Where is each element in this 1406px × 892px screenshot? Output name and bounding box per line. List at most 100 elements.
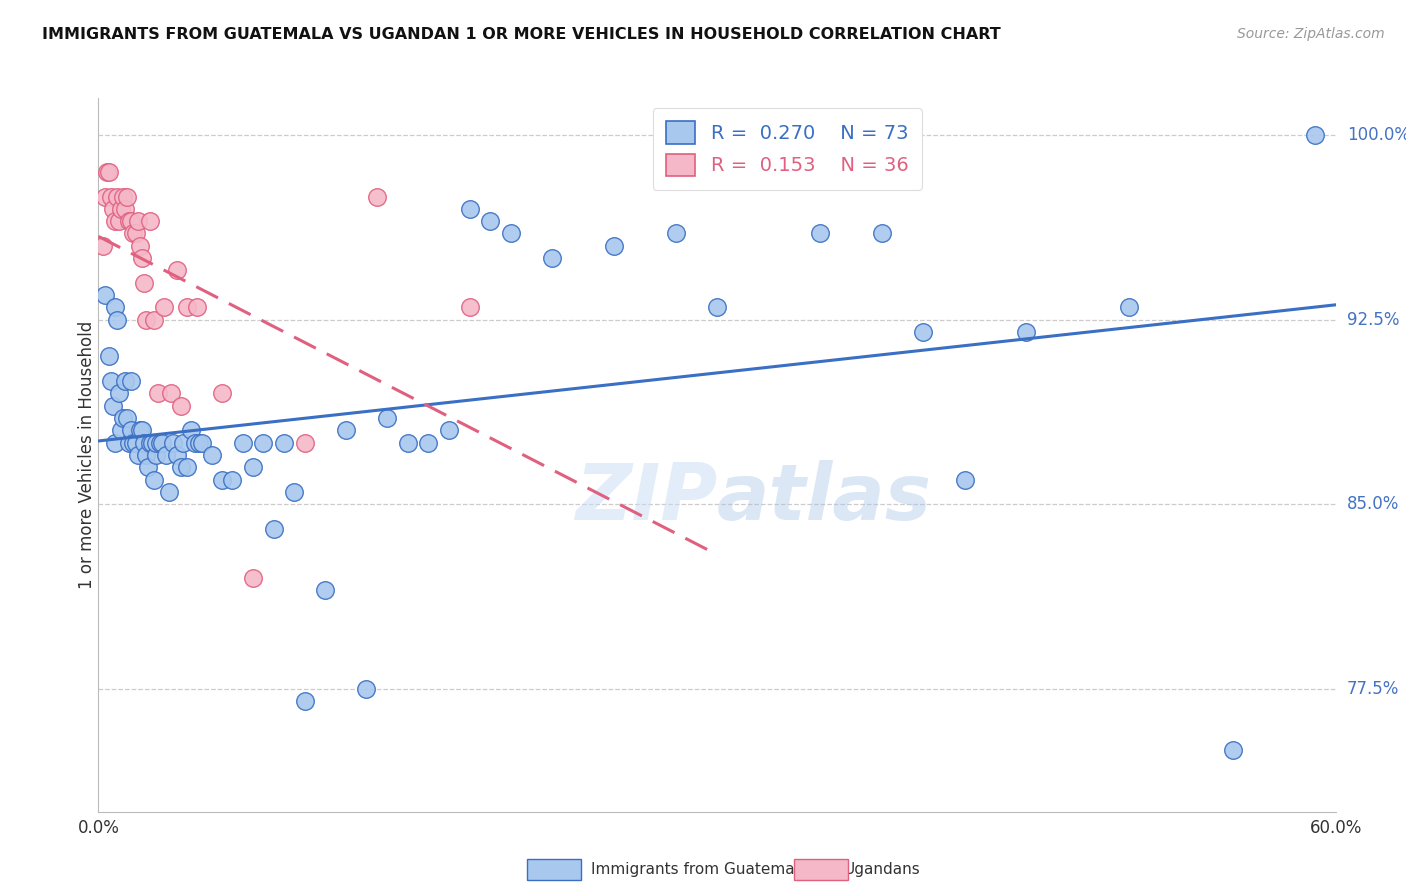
- Point: [104, 300, 127, 314]
- Point: [153, 300, 176, 314]
- Point: [108, 386, 131, 401]
- Point: [148, 386, 170, 401]
- Point: [112, 411, 135, 425]
- Point: [105, 189, 128, 203]
- Point: [458, 300, 481, 314]
- Point: [366, 189, 388, 203]
- Point: [211, 473, 233, 487]
- Point: [117, 189, 139, 203]
- Point: [211, 386, 233, 401]
- Y-axis label: 1 or more Vehicles in Household: 1 or more Vehicles in Household: [79, 321, 96, 589]
- Point: [131, 251, 153, 265]
- Point: [1015, 325, 1038, 339]
- Point: [190, 435, 212, 450]
- Point: [132, 276, 155, 290]
- Point: [335, 423, 357, 437]
- Point: [283, 484, 305, 499]
- Point: [141, 435, 163, 450]
- Point: [128, 239, 150, 253]
- Point: [356, 681, 378, 696]
- Point: [132, 435, 155, 450]
- Point: [912, 325, 935, 339]
- Point: [128, 423, 150, 437]
- Point: [150, 435, 173, 450]
- Point: [110, 423, 132, 437]
- Point: [499, 227, 522, 241]
- Point: [170, 460, 193, 475]
- Point: [157, 484, 180, 499]
- Point: [97, 165, 120, 179]
- Point: [603, 239, 626, 253]
- Point: [139, 214, 162, 228]
- Point: [665, 227, 688, 241]
- Point: [135, 448, 157, 462]
- Point: [1222, 743, 1244, 757]
- Legend: R =  0.270    N = 73, R =  0.153    N = 36: R = 0.270 N = 73, R = 0.153 N = 36: [652, 108, 922, 190]
- Point: [870, 227, 893, 241]
- Point: [172, 435, 194, 450]
- Point: [122, 435, 145, 450]
- Point: [176, 300, 198, 314]
- Point: [120, 214, 142, 228]
- Point: [188, 435, 211, 450]
- Point: [96, 165, 118, 179]
- Point: [314, 583, 336, 598]
- Point: [101, 202, 124, 216]
- Text: atlas: atlas: [717, 459, 932, 536]
- Point: [263, 522, 285, 536]
- Point: [120, 374, 142, 388]
- Point: [1303, 128, 1326, 142]
- Point: [139, 435, 162, 450]
- Point: [135, 312, 157, 326]
- Point: [375, 411, 398, 425]
- Point: [541, 251, 564, 265]
- Text: ZIP: ZIP: [575, 459, 717, 536]
- Point: [110, 202, 132, 216]
- Text: IMMIGRANTS FROM GUATEMALA VS UGANDAN 1 OR MORE VEHICLES IN HOUSEHOLD CORRELATION: IMMIGRANTS FROM GUATEMALA VS UGANDAN 1 O…: [42, 27, 1001, 42]
- Point: [159, 386, 181, 401]
- Point: [100, 189, 122, 203]
- Point: [418, 435, 440, 450]
- Point: [242, 460, 264, 475]
- Point: [114, 202, 136, 216]
- Point: [91, 239, 114, 253]
- Point: [105, 312, 128, 326]
- Text: 92.5%: 92.5%: [1347, 310, 1399, 328]
- Point: [145, 448, 167, 462]
- Point: [131, 423, 153, 437]
- Point: [706, 300, 728, 314]
- Text: 85.0%: 85.0%: [1347, 495, 1399, 513]
- Point: [155, 448, 177, 462]
- Point: [118, 214, 141, 228]
- Point: [479, 214, 502, 228]
- Point: [122, 227, 145, 241]
- Point: [149, 435, 172, 450]
- Point: [112, 189, 135, 203]
- Point: [294, 694, 316, 708]
- Point: [1118, 300, 1140, 314]
- Text: Ugandans: Ugandans: [844, 863, 921, 877]
- Text: 100.0%: 100.0%: [1347, 126, 1406, 144]
- Point: [242, 571, 264, 585]
- Point: [201, 448, 224, 462]
- Point: [97, 350, 120, 364]
- Point: [252, 435, 274, 450]
- Point: [953, 473, 976, 487]
- Point: [294, 435, 316, 450]
- Point: [114, 374, 136, 388]
- Point: [232, 435, 254, 450]
- Point: [145, 435, 167, 450]
- Point: [100, 374, 122, 388]
- Point: [124, 227, 146, 241]
- Point: [93, 189, 115, 203]
- Point: [104, 214, 127, 228]
- Point: [808, 227, 831, 241]
- Point: [458, 202, 481, 216]
- Point: [184, 435, 207, 450]
- Text: Source: ZipAtlas.com: Source: ZipAtlas.com: [1237, 27, 1385, 41]
- Point: [396, 435, 419, 450]
- Point: [124, 435, 146, 450]
- Point: [108, 214, 131, 228]
- Point: [437, 423, 460, 437]
- Point: [143, 473, 166, 487]
